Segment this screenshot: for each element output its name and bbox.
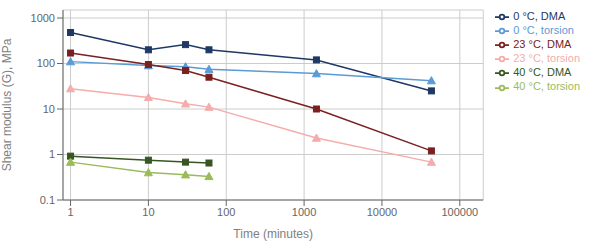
html-text:0 °C, torsion: 0 °C, torsion <box>513 24 574 37</box>
svg-text:0.1: 0.1 <box>40 194 55 206</box>
svg-text:1: 1 <box>49 148 55 160</box>
html-text:40 °C, torsion: 40 °C, torsion <box>513 80 580 93</box>
svg-text:100: 100 <box>37 57 55 69</box>
svg-text:10: 10 <box>142 206 154 218</box>
svg-text:100000: 100000 <box>441 206 478 218</box>
svg-text:1000: 1000 <box>31 12 55 24</box>
html-text:40 °C, DMA: 40 °C, DMA <box>513 66 572 79</box>
svg-text:10: 10 <box>43 103 55 115</box>
html-text:0 °C, DMA: 0 °C, DMA <box>513 10 566 22</box>
html-text:23 °C, DMA: 23 °C, DMA <box>513 38 572 51</box>
svg-text:Shear modulus (G), MPa: Shear modulus (G), MPa <box>8 38 14 171</box>
svg-text:100: 100 <box>217 206 235 218</box>
svg-text:1000: 1000 <box>292 206 316 218</box>
html-text:23 °C, torsion: 23 °C, torsion <box>513 52 580 65</box>
svg-text:10000: 10000 <box>367 206 398 218</box>
svg-text:Time (minutes): Time (minutes) <box>233 227 313 241</box>
svg-text:1: 1 <box>67 206 73 218</box>
